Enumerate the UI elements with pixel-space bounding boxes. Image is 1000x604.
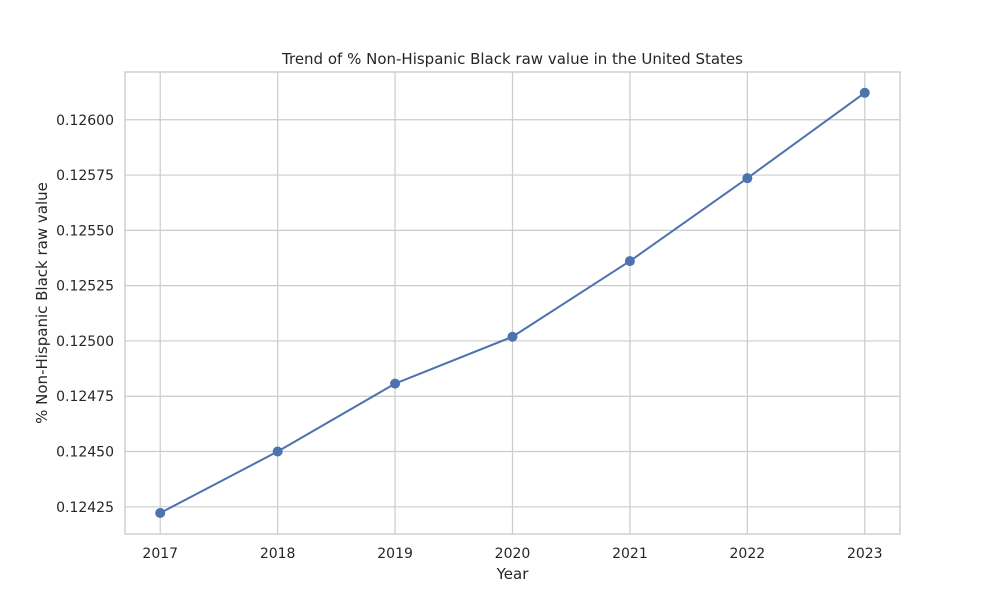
data-point: [390, 379, 400, 389]
y-tick-label: 0.12600: [56, 113, 114, 129]
grid-lines: [125, 72, 900, 534]
x-axis-label: Year: [496, 565, 530, 583]
data-point: [155, 508, 165, 518]
x-tick-label: 2017: [142, 546, 178, 562]
data-point: [860, 88, 870, 98]
y-tick-label: 0.12450: [56, 445, 114, 461]
x-tick-label: 2023: [847, 546, 883, 562]
x-tick-label: 2021: [612, 546, 648, 562]
axis-ticks: 2017 2018 2019 2020 2021 2022 2023 0.12425 0.124…: [56, 113, 882, 562]
data-point: [508, 332, 518, 342]
y-tick-label: 0.12475: [56, 389, 114, 405]
y-tick-label: 0.12425: [56, 500, 114, 516]
data-point: [625, 256, 635, 266]
x-tick-label: 2019: [377, 546, 413, 562]
y-tick-label: 0.12525: [56, 279, 114, 295]
y-tick-label: 0.12500: [56, 334, 114, 350]
y-tick-label: 0.12575: [56, 168, 114, 184]
y-tick-label: 0.12550: [56, 223, 114, 239]
data-point: [273, 447, 283, 457]
x-tick-label: 2020: [495, 546, 531, 562]
y-axis-label: % Non-Hispanic Black raw value: [33, 182, 51, 424]
chart-title: Trend of % Non-Hispanic Black raw value …: [281, 50, 743, 68]
x-tick-label: 2022: [730, 546, 766, 562]
x-tick-label: 2018: [260, 546, 296, 562]
data-point: [742, 173, 752, 183]
